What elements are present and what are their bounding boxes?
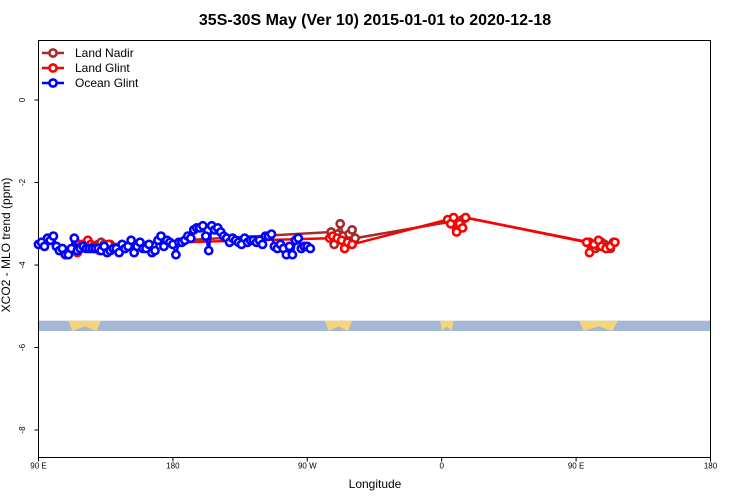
point-ocean-glint-87	[293, 233, 304, 244]
x-tick-label-4: 90 E	[568, 462, 584, 471]
y-tick-label-3: -6	[18, 343, 27, 351]
legend-marker-land-nadir	[48, 48, 58, 58]
point-ocean-glint-85	[287, 249, 298, 260]
ocean-band	[38, 320, 711, 331]
y-tick-label-2: -4	[18, 261, 27, 269]
point-land-glint-23	[460, 212, 471, 223]
point-land-glint-22	[457, 222, 468, 233]
y-tick-label-0: 0	[18, 97, 27, 102]
point-ocean-glint-12	[69, 233, 80, 244]
y-tick-label-4: -8	[18, 426, 27, 434]
legend-item-ocean-glint: Ocean Glint	[42, 76, 139, 90]
chart-title: 35S-30S May (Ver 10) 2015-01-01 to 2020-…	[199, 12, 551, 29]
background-map	[38, 320, 711, 331]
legend-item-land-glint: Land Glint	[42, 61, 130, 75]
x-tick-label-3: 0	[439, 462, 444, 471]
x-axis: 90 E 180 90 W 0 90 E 180	[30, 457, 718, 471]
land-shape-3	[579, 320, 618, 331]
legend-label-land-glint: Land Glint	[75, 61, 130, 75]
legend-label-land-nadir: Land Nadir	[75, 46, 134, 60]
point-ocean-glint-91	[305, 243, 316, 254]
point-ocean-glint-2	[39, 241, 50, 252]
land-shape-0	[68, 320, 102, 331]
point-land-glint-16	[347, 239, 357, 250]
point-land-glint-31	[610, 237, 620, 248]
point-land-glint-25	[584, 247, 595, 258]
point-ocean-glint-84	[284, 241, 295, 252]
legend-item-land-nadir: Land Nadir	[42, 46, 134, 60]
x-tick-label-1: 180	[166, 462, 180, 471]
series-layer	[33, 212, 620, 260]
point-land-glint-19	[448, 212, 459, 223]
y-axis: 0 -2 -4 -6 -8	[18, 97, 39, 434]
point-ocean-glint-75	[257, 239, 268, 250]
point-ocean-glint-37	[144, 239, 154, 250]
point-land-nadir-14	[347, 224, 357, 235]
land-shape-2	[440, 320, 454, 331]
land-shape-1	[325, 320, 353, 331]
legend-label-ocean-glint: Ocean Glint	[75, 76, 139, 90]
x-tick-label-2: 90 W	[298, 462, 317, 471]
point-ocean-glint-51	[185, 233, 196, 244]
point-ocean-glint-78	[266, 229, 277, 239]
series-ocean-glint	[33, 220, 316, 260]
point-ocean-glint-46	[170, 249, 181, 260]
y-tick-label-1: -2	[18, 178, 27, 186]
point-ocean-glint-55	[197, 220, 208, 231]
x-tick-label-0: 90 E	[30, 462, 46, 471]
point-ocean-glint-31	[126, 235, 137, 246]
x-tick-label-5: 180	[704, 462, 718, 471]
point-land-nadir-10	[335, 218, 346, 229]
x-axis-label: Longitude	[349, 477, 402, 491]
point-ocean-glint-56	[200, 231, 211, 241]
legend-marker-land-glint	[48, 63, 58, 73]
point-ocean-glint-57	[203, 245, 214, 256]
y-axis-label: XCO2 - MLO trend (ppm)	[0, 178, 13, 313]
legend-marker-ocean-glint	[48, 78, 58, 88]
point-ocean-glint-39	[150, 245, 160, 256]
point-ocean-glint-5	[48, 231, 59, 241]
